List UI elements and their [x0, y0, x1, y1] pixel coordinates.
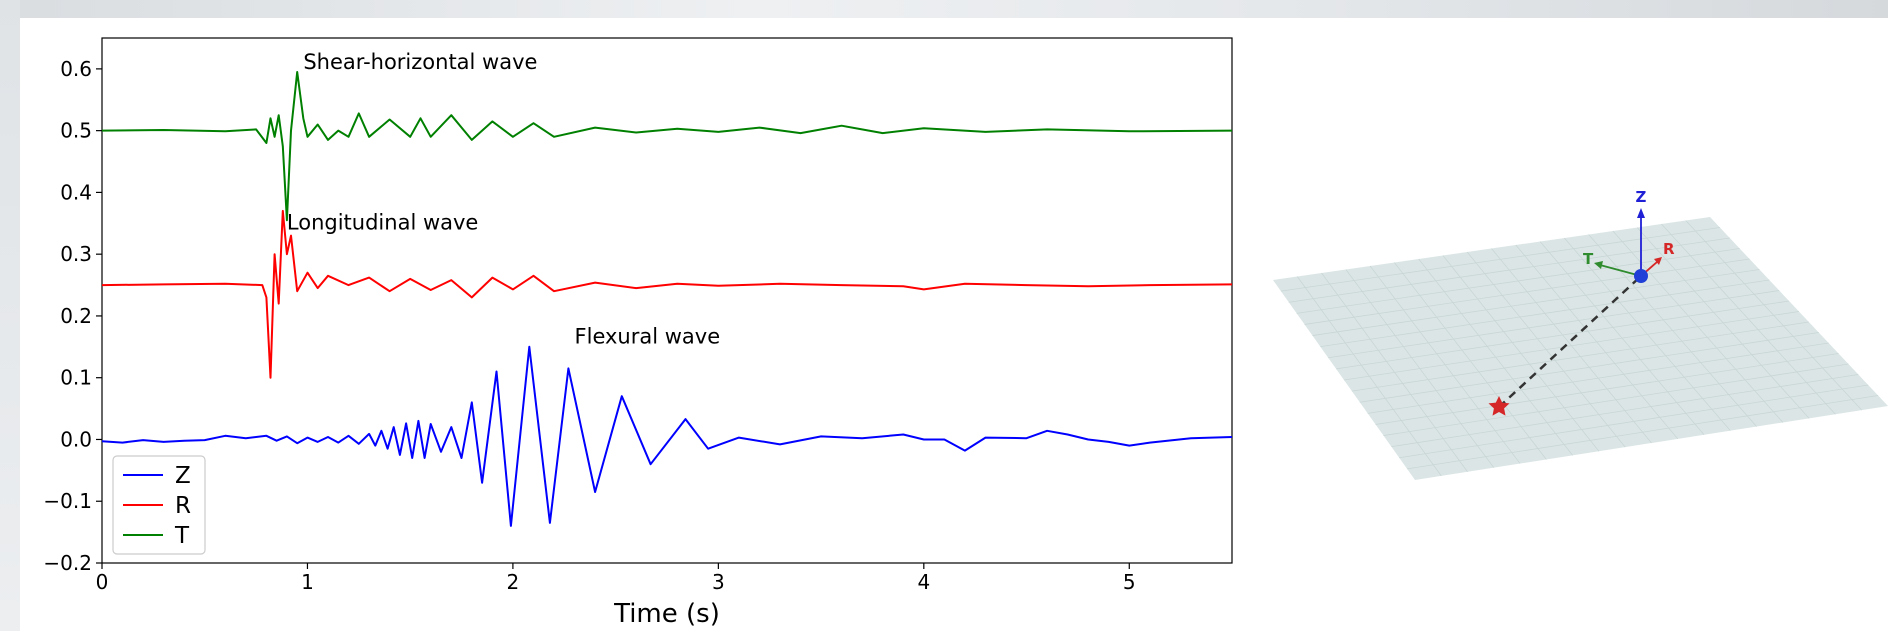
- source-star-icon: [1488, 396, 1510, 416]
- legend-label-t: T: [174, 523, 190, 549]
- series-line-t: [101, 71, 1233, 222]
- plane-grid-line: [1685, 220, 1863, 411]
- legend-label-z: Z: [175, 463, 191, 489]
- y-tick-label: 0.0: [60, 427, 92, 451]
- plane-grid-line: [1399, 384, 1869, 459]
- plane-grid: [1280, 220, 1879, 477]
- y-tick-label: 0.2: [60, 304, 92, 328]
- 3d-schematic: Z R T: [1273, 188, 1888, 480]
- t-arrowhead-icon: [1594, 261, 1603, 269]
- x-tick-label: 3: [712, 570, 725, 594]
- y-tick-label: 0.1: [60, 366, 92, 390]
- background-band: [0, 0, 1888, 18]
- legend-label-r: R: [175, 493, 191, 519]
- x-tick-label: 2: [507, 570, 520, 594]
- y-tick-label: 0.6: [60, 57, 92, 81]
- x-tick-label: 4: [917, 570, 930, 594]
- z-axis-label: Z: [1636, 188, 1647, 206]
- x-tick-label: 1: [301, 570, 314, 594]
- annotation: Flexural wave: [575, 325, 721, 349]
- plane-grid-line: [1391, 374, 1859, 448]
- series-lines: [101, 71, 1233, 527]
- y-axis: −0.2 −0.1 0.0 0.1 0.2 0.3 0.4 0.5 0.6: [43, 57, 102, 575]
- annotation: Longitudinal wave: [287, 210, 478, 234]
- annotations: Shear-horizontal wave Longitudinal wave Fl…: [287, 50, 720, 349]
- r-axis-label: R: [1663, 240, 1675, 258]
- x-axis-label: Time (s): [613, 599, 720, 629]
- figure: −0.2 −0.1 0.0 0.1 0.2 0.3 0.4 0.5 0.6 0 1 2 3 4 5 She…: [20, 18, 1888, 631]
- y-tick-label: −0.2: [43, 551, 92, 575]
- ground-plane: [1273, 217, 1888, 480]
- y-tick-label: 0.3: [60, 242, 92, 266]
- z-arrowhead-icon: [1637, 208, 1645, 218]
- t-axis-arrow: [1599, 264, 1642, 277]
- y-tick-label: 0.5: [60, 119, 92, 143]
- x-axis: 0 1 2 3 4 5: [96, 563, 1136, 594]
- plane-grid-line: [1661, 223, 1836, 415]
- plot-frame: [101, 37, 1233, 564]
- seismogram-chart: −0.2 −0.1 0.0 0.1 0.2 0.3 0.4 0.5 0.6 0 1 2 3 4 5 She…: [43, 37, 1888, 629]
- plane-grid-line: [1407, 395, 1879, 470]
- legend: Z R T: [112, 455, 206, 555]
- x-tick-label: 5: [1123, 570, 1136, 594]
- receiver-dot: [1634, 269, 1648, 283]
- series-line-r: [101, 209, 1233, 379]
- y-tick-label: 0.4: [60, 180, 92, 204]
- x-tick-label: 0: [96, 570, 109, 594]
- t-axis-label: T: [1583, 250, 1594, 268]
- source-receiver-path: [1498, 276, 1641, 408]
- annotation: Shear-horizontal wave: [303, 50, 537, 74]
- y-tick-label: −0.1: [43, 489, 92, 513]
- series-line-z: [101, 345, 1233, 527]
- background-left-strip: [0, 0, 20, 631]
- r-arrowhead-icon: [1654, 257, 1662, 265]
